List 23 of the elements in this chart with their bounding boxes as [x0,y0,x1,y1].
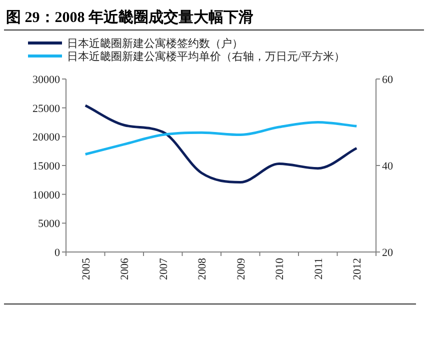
y-tick-label: 15000 [32,160,60,172]
x-tick-label: 2005 [80,258,92,280]
x-tick-label: 2008 [196,258,209,280]
legend-label: 日本近畿圈新建公寓楼平均单价（右轴，万日元/平方米） [67,50,346,63]
chart-title: 图 29：2008 年近畿圈成交量大幅下滑 [6,8,254,26]
legend-label: 日本近畿圈新建公寓楼签约数（户） [67,37,243,50]
y-tick-label: 20000 [32,132,60,144]
y-tick-label: 5000 [38,218,60,230]
y2-tick-label: 20 [382,247,394,259]
line-series [84,121,358,156]
line-series [84,104,358,184]
y-tick-label: 30000 [32,74,60,86]
y2-tick-label: 60 [382,74,394,86]
y-tick-label: 0 [54,247,60,259]
y-tick-label: 25000 [32,102,60,115]
x-tick-label: 2010 [274,258,286,280]
x-tick-label: 2011 [312,258,325,280]
y-tick-label: 10000 [32,189,60,202]
y2-tick-label: 40 [382,160,394,172]
x-tick-label: 2012 [352,258,364,280]
x-tick-label: 2006 [119,258,132,280]
x-tick-label: 2007 [158,258,170,280]
x-tick-label: 2009 [235,258,248,280]
